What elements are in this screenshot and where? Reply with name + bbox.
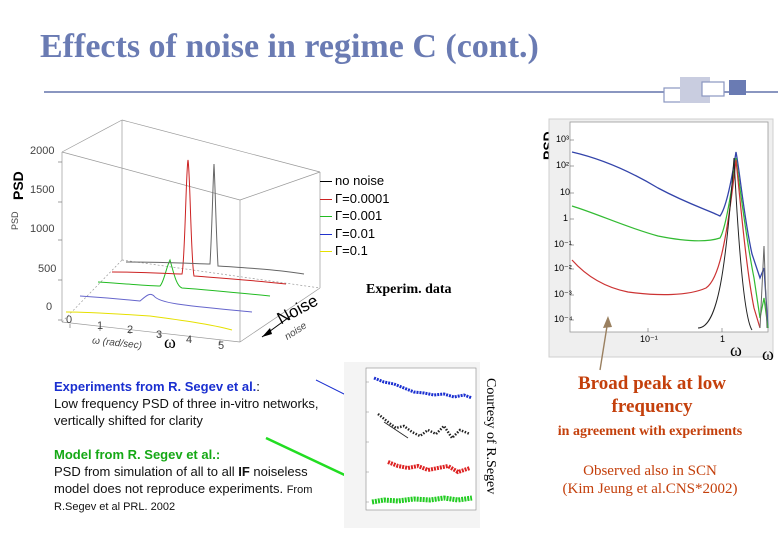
right-omega-side: ω — [762, 344, 774, 364]
observed-line1: Observed also in SCN — [583, 463, 717, 479]
z-tick: 2000 — [30, 145, 55, 157]
experim-data-label: Experim. data — [366, 282, 452, 297]
right-y-tick: 10² — [556, 160, 570, 170]
broad-peak-line1: Broad peak at low — [578, 373, 726, 394]
right-x-tick: 1 — [720, 334, 726, 344]
legend-swatch — [320, 198, 332, 200]
agreement-text: in agreement with experiments — [557, 424, 743, 439]
right-y-tick: 1 — [563, 213, 569, 223]
right-y-tick: 10⁻¹ — [554, 239, 572, 249]
z-tick: 500 — [38, 263, 57, 275]
experiments-colon: : — [256, 379, 260, 394]
right-y-tick: 10⁻² — [554, 263, 572, 273]
broad-peak-line2: frequency — [611, 396, 693, 417]
x-tick: 0 — [66, 314, 73, 326]
right-x-tick: 10⁻¹ — [640, 334, 658, 344]
right-y-tick: 10⁻⁴ — [554, 314, 573, 324]
broad-peak-arrow — [599, 316, 612, 371]
model-line1-pre: PSD from simulation of all to all — [54, 464, 239, 479]
model-line2-small: From — [286, 484, 313, 496]
x-tick: 5 — [218, 340, 225, 352]
z-tick: 0 — [46, 301, 53, 313]
right-y-tick: 10³ — [556, 134, 570, 144]
observed-line2: (Kim Jeung et al.CNS*2002) — [562, 481, 738, 497]
segev-psd-plot — [344, 362, 480, 528]
experiments-line1: Low frequency PSD of three in-vitro netw… — [54, 396, 319, 411]
legend-item: Γ=0.001 — [320, 207, 390, 225]
legend: no noise Γ=0.0001 Γ=0.001 Γ=0.01 Γ=0.1 — [320, 172, 390, 260]
observed-block: Observed also in SCN (Kim Jeung et al.CN… — [520, 462, 780, 498]
x-tick: 1 — [97, 320, 104, 332]
legend-label: Γ=0.0001 — [335, 190, 390, 206]
loglog-plot — [548, 118, 774, 358]
broad-peak-text: Broad peak at low frequency — [520, 372, 780, 418]
legend-label: Γ=0.001 — [335, 208, 383, 223]
right-y-tick: 10⁻³ — [554, 289, 572, 299]
legend-item: no noise — [320, 172, 390, 190]
waterfall-svg — [58, 119, 321, 344]
legend-item: Γ=0.01 — [320, 225, 390, 243]
right-y-tick: 10 — [560, 187, 571, 197]
experiments-line2: vertically shifted for clarity — [54, 413, 203, 428]
model-line3: R.Segev et al PRL. 2002 — [54, 501, 176, 513]
courtesy-label: Courtesy of R.Segev — [483, 378, 498, 495]
x-tick: 3 — [156, 329, 163, 341]
model-line2-pre: model does not reproduce experiments. — [54, 481, 287, 496]
experiments-block: Experiments from R. Segev et al.: Low fr… — [54, 378, 364, 429]
legend-swatch — [320, 251, 332, 253]
waterfall-plot: PSD PSD — [0, 100, 350, 370]
model-heading: Model from R. Segev et al.: — [54, 447, 221, 462]
z-tick: 1500 — [30, 184, 55, 196]
legend-swatch — [320, 233, 332, 235]
legend-label: Γ=0.01 — [335, 225, 376, 241]
z-tick: 1000 — [30, 223, 55, 235]
title-decoration — [663, 77, 746, 103]
legend-item: Γ=0.0001 — [320, 190, 390, 208]
slide-title: Effects of noise in regime C (cont.) — [40, 28, 539, 65]
x-tick: 2 — [127, 324, 134, 336]
legend-label: no noise — [335, 173, 385, 188]
x-tick: 4 — [186, 334, 193, 346]
legend-swatch — [320, 181, 332, 183]
experiments-heading: Experiments from R. Segev et al. — [54, 379, 257, 394]
model-line1-post: noiseless — [249, 464, 308, 479]
legend-swatch — [320, 216, 332, 218]
legend-label: Γ=0.1 — [335, 243, 368, 258]
legend-item: Γ=0.1 — [320, 242, 390, 260]
omega-label: ω — [164, 332, 176, 352]
model-line1-bold: IF — [238, 464, 250, 479]
right-omega-below: ω — [730, 340, 742, 360]
title-underline — [44, 91, 778, 93]
model-block: Model from R. Segev et al.: PSD from sim… — [54, 446, 364, 516]
